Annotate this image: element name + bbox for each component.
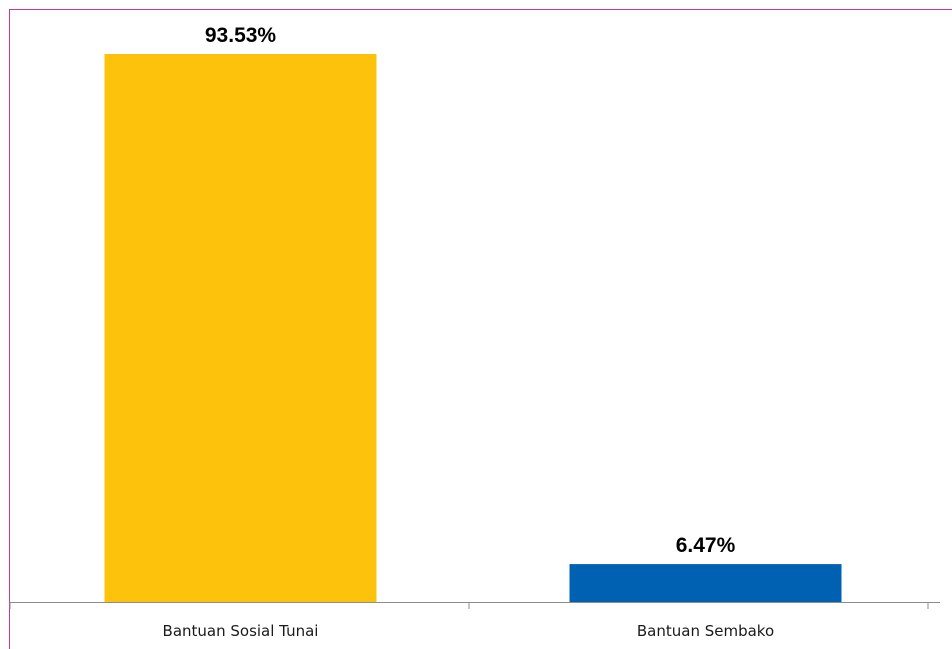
bars-group: [104, 54, 842, 602]
bar-1: [569, 564, 842, 602]
chart-frame: [9, 9, 952, 649]
data-labels-group: 93.53% 6.47%: [205, 24, 736, 557]
bar-0: [104, 54, 377, 602]
data-label-1: 6.47%: [676, 534, 736, 557]
data-label-0: 93.53%: [205, 24, 277, 47]
x-axis-ticks: [9, 602, 929, 609]
category-label-1: Bantuan Sembako: [637, 622, 774, 640]
category-label-0: Bantuan Sosial Tunai: [163, 622, 319, 640]
category-labels-group: Bantuan Sosial Tunai Bantuan Sembako: [163, 622, 775, 640]
